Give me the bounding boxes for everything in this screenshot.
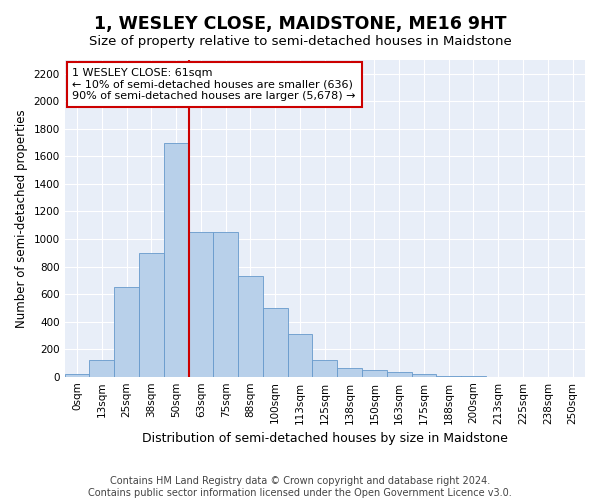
- Text: 1, WESLEY CLOSE, MAIDSTONE, ME16 9HT: 1, WESLEY CLOSE, MAIDSTONE, ME16 9HT: [94, 15, 506, 33]
- X-axis label: Distribution of semi-detached houses by size in Maidstone: Distribution of semi-detached houses by …: [142, 432, 508, 445]
- Bar: [164, 142, 188, 376]
- Bar: [238, 276, 263, 376]
- Bar: [263, 308, 287, 376]
- Bar: [114, 287, 139, 376]
- Text: Size of property relative to semi-detached houses in Maidstone: Size of property relative to semi-detach…: [89, 35, 511, 48]
- Y-axis label: Number of semi-detached properties: Number of semi-detached properties: [15, 109, 28, 328]
- Bar: [139, 253, 164, 376]
- Bar: [65, 374, 89, 376]
- Bar: [387, 372, 412, 376]
- Bar: [89, 360, 114, 376]
- Text: 1 WESLEY CLOSE: 61sqm
← 10% of semi-detached houses are smaller (636)
90% of sem: 1 WESLEY CLOSE: 61sqm ← 10% of semi-deta…: [73, 68, 356, 101]
- Text: Contains HM Land Registry data © Crown copyright and database right 2024.
Contai: Contains HM Land Registry data © Crown c…: [88, 476, 512, 498]
- Bar: [313, 360, 337, 376]
- Bar: [362, 370, 387, 376]
- Bar: [412, 374, 436, 376]
- Bar: [188, 232, 214, 376]
- Bar: [214, 232, 238, 376]
- Bar: [287, 334, 313, 376]
- Bar: [337, 368, 362, 376]
